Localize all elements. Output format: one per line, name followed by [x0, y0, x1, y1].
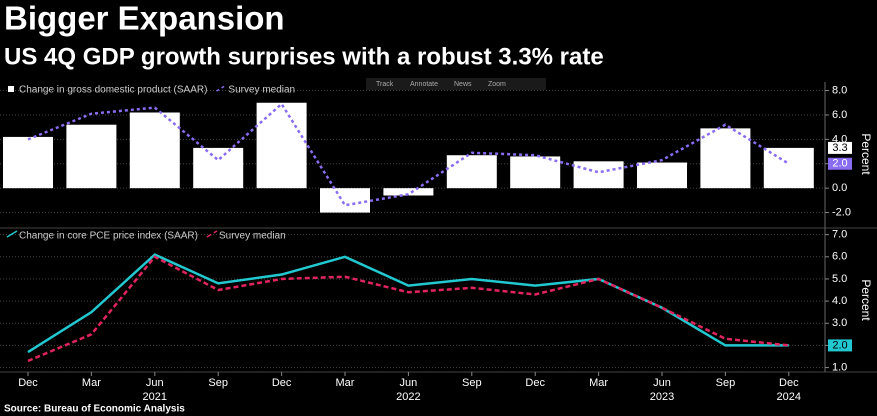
legend-label: Survey median: [228, 85, 295, 96]
x-year-label: 2024: [777, 391, 801, 403]
bar: [573, 161, 624, 189]
y-tick-label: 8.0: [832, 84, 847, 96]
x-tick-label: Dec: [525, 377, 545, 389]
toolbar-item[interactable]: Zoom: [488, 81, 506, 88]
x-tick-label: Jun: [653, 377, 671, 389]
last-value-tag: [828, 141, 852, 154]
legend-swatch: [206, 230, 218, 238]
source: Source: Bureau of Economic Analysis: [4, 404, 185, 415]
bar: [66, 124, 117, 189]
bar: [3, 136, 53, 189]
bar: [446, 155, 497, 189]
x-tick-label: Sep: [208, 377, 228, 389]
title: Bigger Expansion: [4, 0, 285, 37]
line: [27, 255, 789, 363]
x-tick-label: Mar: [336, 377, 355, 389]
last-value-label: 2.0: [832, 339, 847, 351]
legend-swatch: [8, 86, 14, 92]
last-value-tag: [828, 339, 852, 352]
x-tick-label: Mar: [589, 377, 608, 389]
legend-swatch: [6, 230, 18, 238]
y-tick-label: 6.0: [832, 251, 847, 263]
y-axis-label: Percent: [859, 133, 873, 175]
line: [27, 253, 789, 354]
y-axis-label: Percent: [859, 279, 873, 321]
x-tick-label: Dec: [779, 377, 799, 389]
y-tick-label: 4.0: [832, 295, 847, 307]
bar: [700, 128, 751, 189]
y-tick-label: 1.0: [832, 361, 847, 373]
toolbar-item[interactable]: News: [454, 81, 472, 88]
legend-label: Change in core PCE price index (SAAR): [19, 231, 198, 242]
legend-swatch: [216, 84, 227, 92]
bar: [256, 102, 307, 189]
last-value-label: 3.3: [832, 142, 847, 154]
x-year-label: 2021: [143, 391, 167, 403]
bar: [763, 147, 814, 189]
y-tick-label: 5.0: [832, 273, 847, 285]
x-year-label: 2022: [396, 391, 420, 403]
y-tick-label: -2.0: [832, 206, 851, 218]
line: [27, 102, 790, 207]
bar: [383, 188, 434, 196]
x-tick-label: Jun: [400, 377, 418, 389]
x-tick-label: Mar: [82, 377, 101, 389]
x-tick-label: Dec: [18, 377, 38, 389]
x-tick-label: Jun: [146, 377, 164, 389]
x-tick-label: Dec: [272, 377, 292, 389]
legend-label: Change in gross domestic product (SAAR): [19, 85, 207, 96]
y-tick-label: 0.0: [832, 182, 847, 194]
bar: [637, 162, 687, 189]
y-tick-label: 3.0: [832, 317, 847, 329]
y-tick-label: 6.0: [832, 109, 847, 121]
toolbar-item[interactable]: Annotate: [410, 81, 438, 88]
y-tick-label: 7.0: [832, 229, 847, 241]
last-value-label: 2.0: [832, 158, 847, 170]
bar: [129, 112, 180, 189]
x-tick-label: Sep: [462, 377, 482, 389]
legend-label: Survey median: [219, 231, 286, 242]
subtitle: US 4Q GDP growth surprises with a robust…: [4, 43, 604, 70]
toolbar-item[interactable]: Track: [376, 81, 394, 88]
last-value-tag: [828, 157, 852, 170]
bar: [193, 147, 244, 189]
bar: [320, 188, 370, 213]
bar: [510, 156, 561, 189]
toolbar: [366, 78, 546, 90]
x-year-label: 2023: [650, 391, 674, 403]
x-tick-label: Sep: [716, 377, 736, 389]
